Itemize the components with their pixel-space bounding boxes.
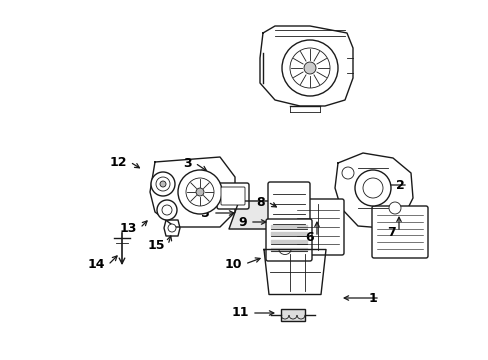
FancyBboxPatch shape (265, 219, 311, 261)
Circle shape (362, 178, 382, 198)
Text: 4: 4 (193, 189, 202, 202)
Text: 13: 13 (120, 221, 137, 234)
Text: 12: 12 (109, 156, 127, 168)
Circle shape (304, 62, 315, 74)
Circle shape (289, 48, 329, 88)
Circle shape (156, 177, 170, 191)
Circle shape (341, 167, 353, 179)
Text: 1: 1 (367, 292, 376, 305)
Bar (281, 309, 305, 321)
Circle shape (162, 205, 172, 215)
FancyBboxPatch shape (291, 199, 343, 255)
Text: 3: 3 (183, 157, 192, 170)
Circle shape (160, 181, 165, 187)
Polygon shape (334, 153, 412, 228)
Text: 11: 11 (231, 306, 248, 320)
Text: 6: 6 (305, 230, 313, 243)
Polygon shape (260, 26, 352, 106)
Polygon shape (264, 249, 325, 294)
Circle shape (185, 178, 214, 206)
FancyBboxPatch shape (217, 183, 248, 209)
Circle shape (282, 40, 337, 96)
Text: 2: 2 (395, 179, 404, 192)
FancyBboxPatch shape (371, 206, 427, 258)
Circle shape (388, 202, 400, 214)
Polygon shape (163, 220, 180, 236)
Circle shape (178, 170, 222, 214)
Circle shape (151, 172, 175, 196)
Text: 5: 5 (201, 207, 209, 220)
Text: 9: 9 (238, 216, 246, 229)
Circle shape (168, 224, 176, 232)
FancyBboxPatch shape (221, 187, 244, 205)
Text: 8: 8 (256, 195, 264, 208)
Text: 7: 7 (386, 225, 395, 239)
Circle shape (157, 200, 177, 220)
Circle shape (196, 188, 203, 196)
FancyBboxPatch shape (267, 182, 309, 236)
Circle shape (354, 170, 390, 206)
Text: 14: 14 (87, 258, 105, 271)
Polygon shape (228, 201, 281, 229)
Text: 15: 15 (147, 239, 164, 252)
Text: 10: 10 (224, 257, 242, 270)
Polygon shape (150, 157, 235, 227)
